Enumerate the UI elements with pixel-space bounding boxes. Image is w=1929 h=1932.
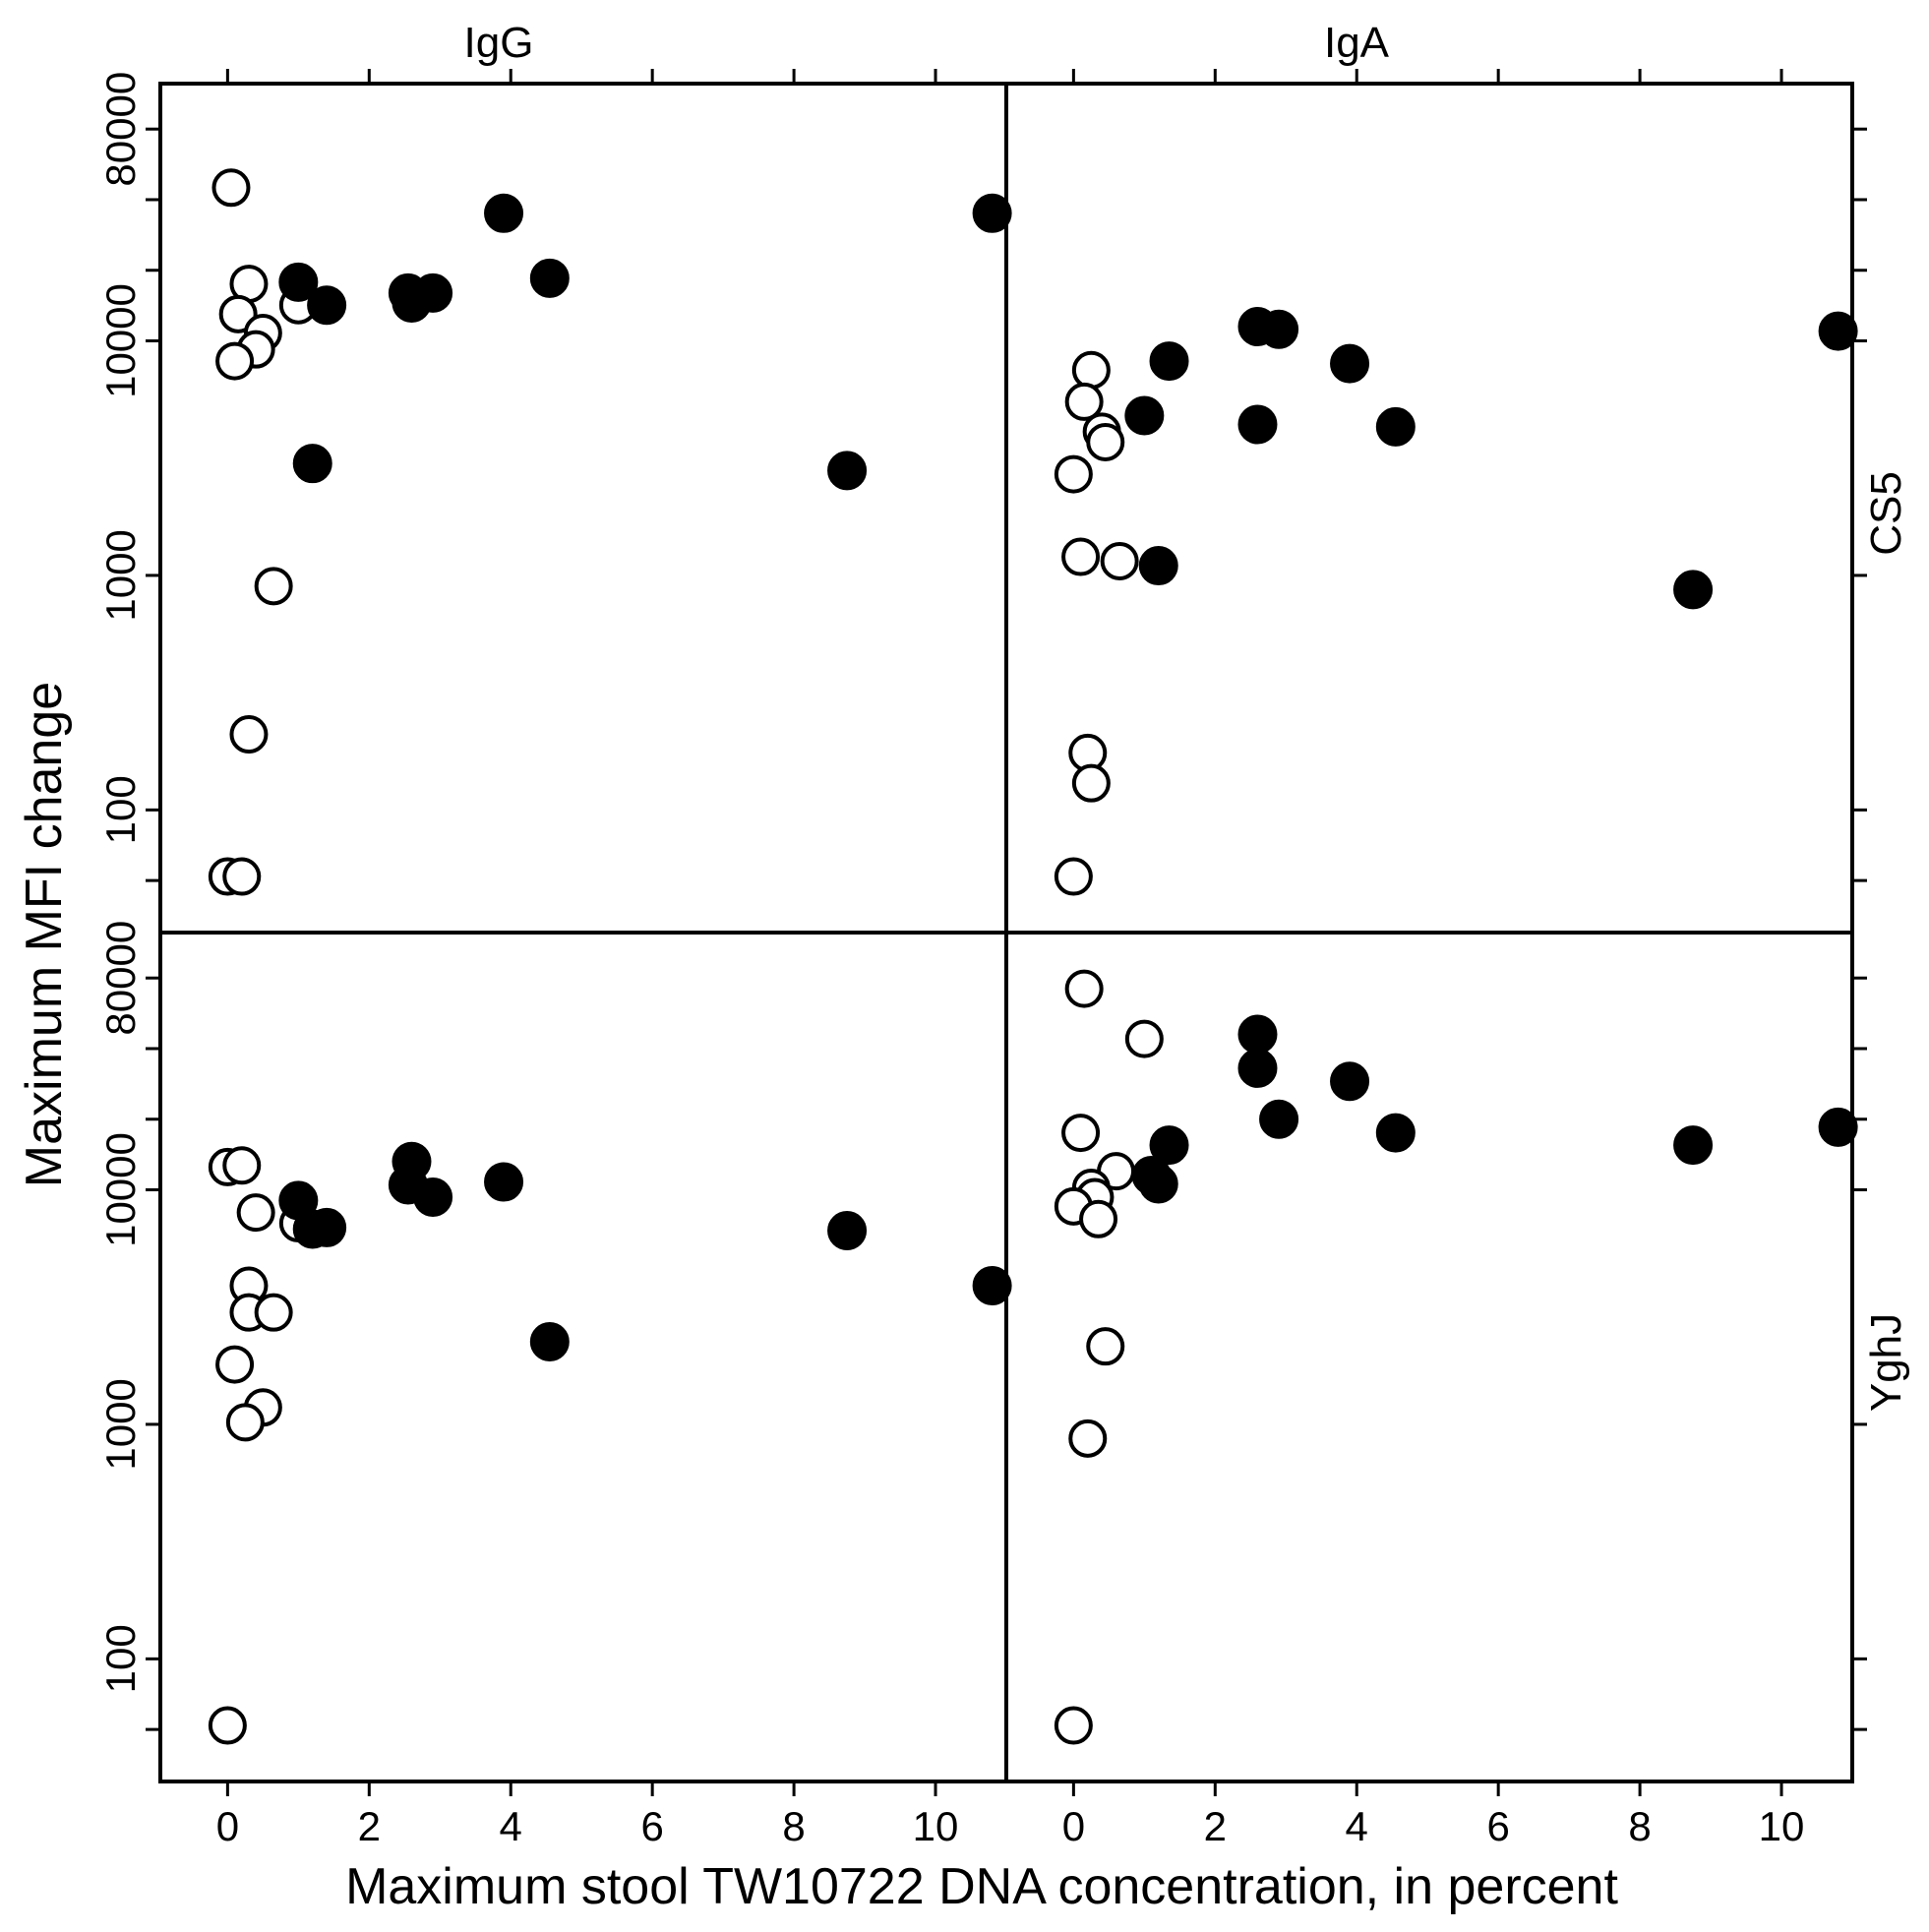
y-tick-label: 100 [97, 775, 144, 844]
y-tick-label: 80000 [97, 72, 144, 187]
filled-point-yghj-iga [1149, 1125, 1189, 1166]
filled-point-cs5-iga [1124, 395, 1165, 436]
panel-frame-yghj-igg [158, 931, 1008, 1783]
filled-point-cs5-iga [1818, 311, 1858, 351]
filled-point-yghj-iga [1818, 1107, 1858, 1147]
filled-point-yghj-igg [484, 1162, 524, 1202]
open-point-cs5-iga [1086, 422, 1125, 461]
open-point-yghj-iga [1061, 1114, 1101, 1153]
filled-point-yghj-igg [307, 1207, 347, 1247]
filled-point-cs5-iga [1259, 309, 1299, 349]
filled-point-yghj-igg [413, 1177, 453, 1218]
open-point-yghj-igg [222, 1146, 262, 1185]
filled-point-cs5-igg [413, 272, 453, 313]
open-point-cs5-iga [1064, 382, 1104, 421]
open-point-yghj-igg [208, 1706, 247, 1745]
open-point-yghj-iga [1064, 969, 1104, 1008]
x-tick-label: 6 [1486, 1803, 1509, 1849]
open-point-cs5-igg [254, 567, 293, 606]
x-tick-label: 8 [782, 1803, 805, 1849]
panel-frame-cs5-igg [158, 82, 1008, 935]
filled-point-yghj-iga [1237, 1014, 1278, 1055]
filled-point-cs5-iga [1138, 546, 1178, 586]
open-point-yghj-igg [236, 1193, 275, 1233]
open-point-cs5-iga [1061, 537, 1101, 576]
x-tick-label: 6 [640, 1803, 663, 1849]
filled-point-cs5-igg [529, 258, 570, 298]
filled-point-cs5-igg [972, 193, 1012, 233]
y-tick-label: 1000 [97, 1378, 144, 1470]
open-point-yghj-igg [225, 1403, 265, 1442]
filled-point-yghj-iga [1138, 1164, 1178, 1204]
x-tick-label: 10 [913, 1803, 959, 1849]
filled-point-cs5-igg [307, 285, 347, 326]
y-tick-label: 80000 [97, 921, 144, 1036]
y-tick-label: 10000 [97, 283, 144, 398]
y-axis-title: Maximum MFI change [16, 682, 73, 1187]
open-point-cs5-iga [1100, 541, 1139, 580]
filled-point-cs5-igg [278, 262, 319, 302]
filled-point-yghj-igg [972, 1266, 1012, 1306]
x-tick-label: 0 [1062, 1803, 1085, 1849]
row-label-yghj: YghJ [1862, 1313, 1910, 1412]
filled-point-yghj-iga [1330, 1061, 1370, 1102]
open-point-yghj-iga [1054, 1706, 1093, 1745]
y-tick-label: 100 [97, 1624, 144, 1693]
axis-ticks [146, 69, 1867, 1796]
x-tick-label: 4 [500, 1803, 522, 1849]
filled-point-yghj-iga [1375, 1113, 1416, 1153]
filled-point-cs5-iga [1237, 404, 1278, 445]
filled-point-cs5-iga [1330, 343, 1370, 384]
column-label-igg: IgG [464, 19, 534, 67]
filled-point-yghj-igg [529, 1321, 570, 1361]
open-point-cs5-igg [222, 857, 262, 896]
row-label-cs5: CS5 [1862, 471, 1910, 556]
open-point-cs5-iga [1071, 350, 1111, 390]
filled-point-yghj-iga [1237, 1048, 1278, 1088]
panel-frame-cs5-iga [1004, 82, 1854, 935]
filled-point-yghj-iga [1259, 1099, 1299, 1139]
filled-point-cs5-igg [292, 444, 332, 484]
filled-point-cs5-igg [827, 451, 868, 491]
y-tick-label: 1000 [97, 529, 144, 621]
axis-labels: 0 2 4 6 8 10 0 2 4 6 8 1010010001000080000100100010… [97, 72, 1804, 1849]
filled-point-yghj-igg [827, 1210, 868, 1250]
open-point-yghj-iga [1086, 1327, 1125, 1366]
x-axis-title: Maximum stool TW10722 DNA concentration,… [345, 1858, 1618, 1915]
data-points [208, 168, 1858, 1745]
open-point-yghj-igg [254, 1293, 293, 1332]
x-tick-label: 10 [1759, 1803, 1805, 1849]
open-point-cs5-iga [1071, 763, 1111, 803]
open-point-cs5-iga [1054, 857, 1093, 896]
x-tick-label: 0 [216, 1803, 239, 1849]
column-label-iga: IgA [1324, 19, 1390, 67]
filled-point-cs5-iga [1375, 406, 1416, 447]
open-point-cs5-igg [229, 715, 269, 755]
open-point-yghj-iga [1068, 1419, 1108, 1458]
x-tick-label: 2 [1204, 1803, 1227, 1849]
open-point-yghj-iga [1079, 1199, 1118, 1238]
open-point-cs5-igg [215, 341, 255, 381]
panel-frame-yghj-iga [1004, 931, 1854, 1783]
open-point-yghj-igg [215, 1345, 255, 1384]
x-tick-label: 4 [1346, 1803, 1368, 1849]
open-point-cs5-igg [211, 168, 251, 208]
y-tick-label: 10000 [97, 1132, 144, 1247]
panel-frames [158, 82, 1854, 1783]
filled-point-cs5-iga [1673, 570, 1714, 610]
open-point-cs5-iga [1054, 454, 1093, 494]
filled-point-yghj-iga [1673, 1125, 1714, 1166]
filled-point-cs5-iga [1149, 341, 1189, 382]
x-tick-label: 8 [1628, 1803, 1651, 1849]
filled-point-cs5-igg [484, 193, 524, 233]
open-point-yghj-iga [1124, 1019, 1164, 1058]
x-tick-label: 2 [358, 1803, 381, 1849]
